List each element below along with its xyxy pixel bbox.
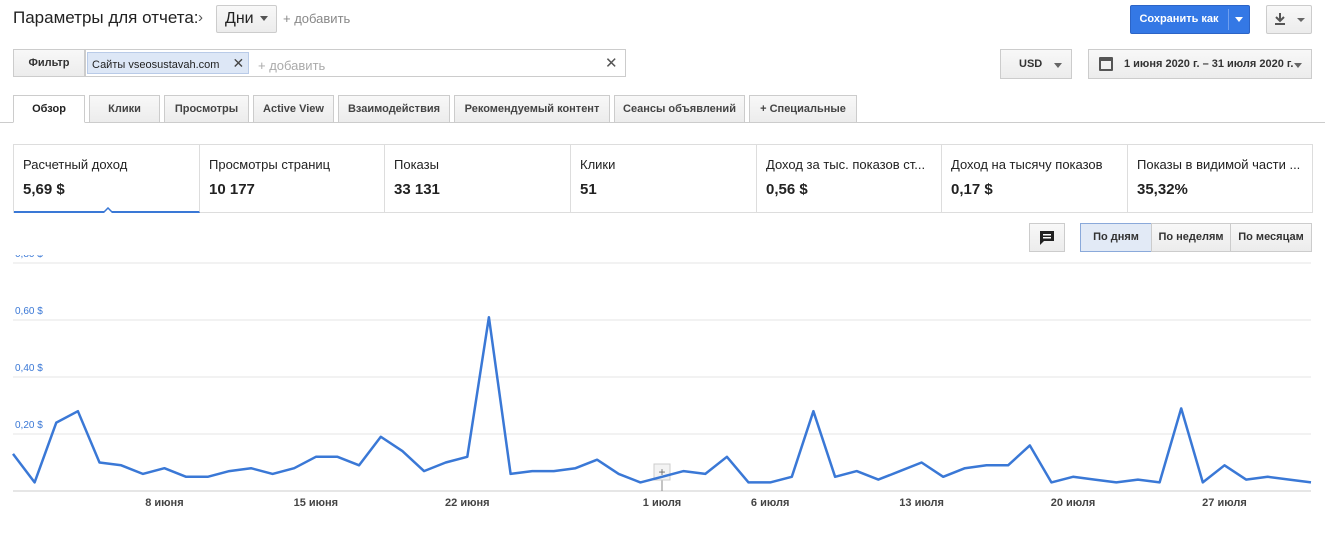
comment-icon (1040, 231, 1054, 245)
tab-ad-sessions[interactable]: Сеансы объявлений (614, 95, 745, 123)
x-tick-label: 15 июня (294, 497, 339, 509)
download-icon (1275, 13, 1305, 25)
dimension-dropdown[interactable]: Дни (216, 5, 277, 33)
filter-placeholder[interactable]: + добавить (258, 58, 326, 73)
x-tick-label: 27 июля (1202, 497, 1247, 509)
selected-notch-icon (103, 207, 113, 213)
y-tick-label: 0,20 $ (15, 420, 43, 431)
currency-dropdown[interactable]: USD (1000, 49, 1072, 79)
chip-value: vseosustavah.com (128, 59, 220, 71)
metric-value: 5,69 $ (23, 181, 65, 198)
download-button[interactable] (1266, 5, 1312, 34)
y-tick-label: 0,80 $ (15, 255, 43, 260)
x-tick-label: 6 июля (751, 497, 789, 509)
plus-icon: + (658, 465, 665, 479)
metric-card-impressions[interactable]: Показы 33 131 (385, 145, 571, 212)
chevron-right-icon: › (198, 9, 203, 26)
y-tick-label: 0,60 $ (15, 306, 43, 317)
metric-value: 33 131 (394, 181, 440, 198)
x-tick-label: 20 июля (1051, 497, 1096, 509)
tab-custom[interactable]: + Специальные (749, 95, 857, 123)
metric-name: Просмотры страниц (209, 157, 331, 172)
metric-name: Клики (580, 157, 616, 172)
close-icon[interactable]: ✕ (232, 55, 245, 71)
revenue-line-chart: 0,20 $ 0,40 $ 0,60 $ 0,80 $ 8 июня 15 июня 22 … (12, 255, 1312, 509)
metric-card-page-views[interactable]: Просмотры страниц 10 177 (200, 145, 385, 212)
date-range-picker[interactable]: 1 июня 2020 г. – 31 июля 2020 г. (1088, 49, 1312, 79)
toggle-by-days[interactable]: По дням (1080, 223, 1152, 252)
metric-name: Показы (394, 157, 439, 172)
metric-value: 0,17 $ (951, 181, 993, 198)
chevron-down-icon (1294, 63, 1302, 68)
metric-value: 10 177 (209, 181, 255, 198)
metric-name: Расчетный доход (23, 157, 128, 172)
report-params-title: Параметры для отчета: (13, 8, 199, 27)
metric-name: Показы в видимой части ... (1137, 157, 1301, 172)
save-as-label: Сохранить как (1139, 13, 1219, 25)
save-as-button[interactable]: Сохранить как (1130, 5, 1250, 34)
toggle-by-months[interactable]: По месяцам (1230, 223, 1312, 252)
chevron-down-icon[interactable] (1235, 17, 1243, 22)
y-tick-label: 0,40 $ (15, 363, 43, 374)
toggle-by-weeks[interactable]: По неделям (1151, 223, 1231, 252)
tab-recommended-content[interactable]: Рекомендуемый контент (454, 95, 610, 123)
x-tick-label: 8 июня (145, 497, 183, 509)
tab-interactions[interactable]: Взаимодействия (338, 95, 450, 123)
calendar-icon (1099, 57, 1113, 71)
tab-clicks[interactable]: Клики (89, 95, 160, 123)
x-tick-label: 22 июня (445, 497, 490, 509)
tab-views[interactable]: Просмотры (164, 95, 249, 123)
annotations-button[interactable] (1029, 223, 1065, 252)
metric-card-estimated-revenue[interactable]: Расчетный доход 5,69 $ (14, 145, 200, 213)
date-range-label: 1 июня 2020 г. – 31 июля 2020 г. (1124, 58, 1294, 70)
chevron-down-icon (1054, 63, 1062, 68)
metric-cards: Расчетный доход 5,69 $ Просмотры страниц… (13, 144, 1313, 213)
metric-card-clicks[interactable]: Клики 51 (571, 145, 757, 212)
metric-value: 51 (580, 181, 597, 198)
chevron-down-icon (259, 16, 268, 22)
filter-chip[interactable]: Сайты vseosustavah.com ✕ (87, 52, 250, 74)
metric-card-page-rpm[interactable]: Доход за тыс. показов ст... 0,56 $ (757, 145, 942, 212)
metric-name: Доход на тысячу показов (951, 157, 1103, 172)
metric-name: Доход за тыс. показов ст... (766, 157, 926, 172)
metric-card-viewability[interactable]: Показы в видимой части ... 35,32% (1128, 145, 1312, 212)
filter-button[interactable]: Фильтр (13, 49, 85, 77)
dimension-label: Дни (225, 10, 254, 27)
chip-prefix: Сайты (92, 59, 126, 71)
series-line (12, 315, 1312, 484)
tab-overview[interactable]: Обзор (13, 95, 85, 123)
x-tick-label: 13 июля (899, 497, 944, 509)
metric-value: 35,32% (1137, 181, 1188, 198)
currency-label: USD (1019, 58, 1043, 70)
divider (1228, 9, 1229, 30)
metric-value: 0,56 $ (766, 181, 808, 198)
tab-active-view[interactable]: Active View (253, 95, 334, 123)
x-tick-label: 1 июля (643, 497, 681, 509)
metric-card-impression-rpm[interactable]: Доход на тысячу показов 0,17 $ (942, 145, 1128, 212)
add-dimension-link[interactable]: + добавить (283, 11, 351, 26)
clear-filter-icon[interactable]: ✕ (605, 55, 618, 72)
